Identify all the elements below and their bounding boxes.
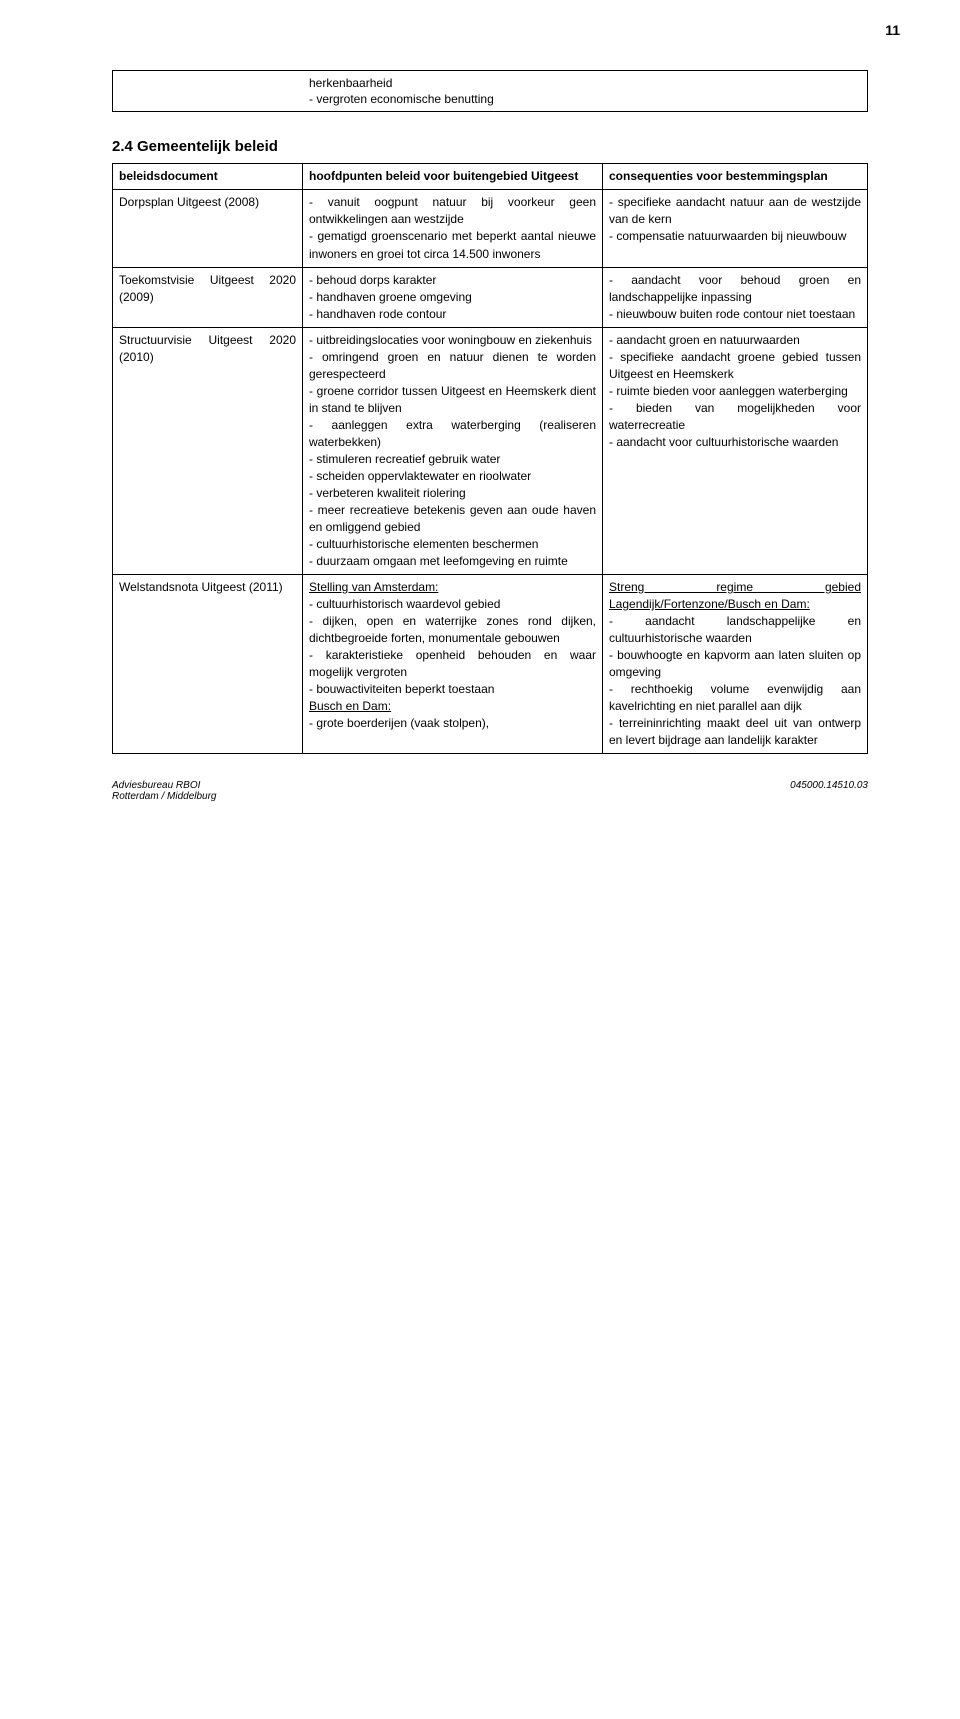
row-doc: Dorpsplan Uitgeest (2008) xyxy=(113,190,303,267)
top-row-col3 xyxy=(609,75,861,107)
footer-left: Adviesbureau RBOIRotterdam / Middelburg xyxy=(112,780,217,802)
row-points: Stelling van Amsterdam:- cultuurhistoris… xyxy=(303,575,603,754)
table-row: Dorpsplan Uitgeest (2008)- vanuit oogpun… xyxy=(113,190,868,267)
table-header-c1: beleidsdocument xyxy=(113,164,303,190)
row-doc: Welstandsnota Uitgeest (2011) xyxy=(113,575,303,754)
top-row-col1 xyxy=(119,75,309,107)
table-header-c3: consequenties voor bestemmingsplan xyxy=(603,164,868,190)
row-points: - uitbreidingslocaties voor woningbouw e… xyxy=(303,327,603,574)
row-consequences: - aandacht voor behoud groen en landscha… xyxy=(603,267,868,327)
row-consequences: - aandacht groen en natuurwaarden- speci… xyxy=(603,327,868,574)
table-row: Toekomstvisie Uitgeest 2020 (2009)- beho… xyxy=(113,267,868,327)
row-doc: Structuurvisie Uitgeest 2020 (2010) xyxy=(113,327,303,574)
top-continuation-row: herkenbaarheid- vergroten economische be… xyxy=(112,70,868,112)
row-doc: Toekomstvisie Uitgeest 2020 (2009) xyxy=(113,267,303,327)
row-points: - behoud dorps karakter- handhaven groen… xyxy=(303,267,603,327)
footer-right: 045000.14510.03 xyxy=(790,780,868,802)
table-row: Welstandsnota Uitgeest (2011)Stelling va… xyxy=(113,575,868,754)
top-row-col2: herkenbaarheid- vergroten economische be… xyxy=(309,75,609,107)
row-consequences: Streng regime gebied Lagendijk/Fortenzon… xyxy=(603,575,868,754)
page-footer: Adviesbureau RBOIRotterdam / Middelburg … xyxy=(112,780,868,802)
page: 11 herkenbaarheid- vergroten economische… xyxy=(0,0,960,1719)
policy-table: beleidsdocumenthoofdpunten beleid voor b… xyxy=(112,163,868,754)
table-row: Structuurvisie Uitgeest 2020 (2010)- uit… xyxy=(113,327,868,574)
section-heading: 2.4 Gemeentelijk beleid xyxy=(112,138,868,155)
table-header-c2: hoofdpunten beleid voor buitengebied Uit… xyxy=(303,164,603,190)
row-consequences: - specifieke aandacht natuur aan de west… xyxy=(603,190,868,267)
row-points: - vanuit oogpunt natuur bij voorkeur gee… xyxy=(303,190,603,267)
page-number: 11 xyxy=(885,22,900,38)
